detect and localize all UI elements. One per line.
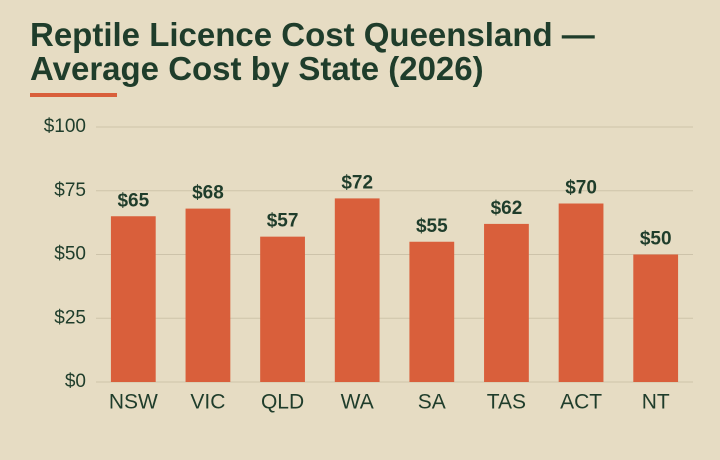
value-label: $62 <box>491 198 523 219</box>
bar <box>260 236 305 382</box>
x-tick-label: TAS <box>487 391 526 414</box>
title-underline <box>30 93 117 97</box>
value-label: $57 <box>267 211 299 232</box>
bar <box>558 203 604 382</box>
x-tick-label: NSW <box>109 391 158 414</box>
y-tick-label: $0 <box>65 371 86 392</box>
bar <box>484 223 529 382</box>
x-tick-label: SA <box>418 391 446 414</box>
value-label: $50 <box>640 229 672 250</box>
bar <box>409 241 455 382</box>
value-label: $65 <box>117 190 149 211</box>
y-tick-label: $75 <box>54 180 86 201</box>
y-tick-label: $50 <box>54 244 86 265</box>
bar <box>633 254 679 382</box>
chart-title: Reptile Licence Cost Queensland — Averag… <box>30 16 595 87</box>
y-tick-label: $25 <box>54 307 86 328</box>
x-tick-label: QLD <box>261 391 304 414</box>
x-tick-label: WA <box>341 391 374 414</box>
bar <box>185 208 231 382</box>
x-tick-label: NT <box>642 391 670 414</box>
x-tick-label: VIC <box>190 391 225 414</box>
x-tick-label: ACT <box>560 391 602 414</box>
bar <box>334 198 380 382</box>
bar <box>110 216 156 382</box>
y-tick-label: $100 <box>44 116 86 137</box>
value-label: $70 <box>565 178 597 199</box>
value-label: $68 <box>192 183 224 204</box>
value-label: $72 <box>341 172 373 193</box>
value-label: $55 <box>416 216 448 237</box>
